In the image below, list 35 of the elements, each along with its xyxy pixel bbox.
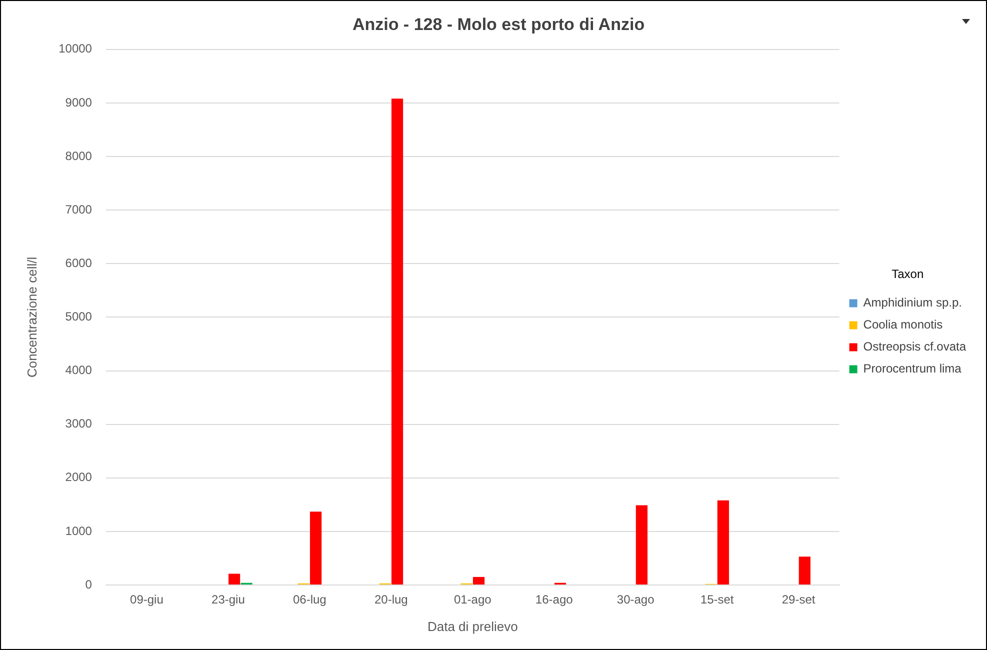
legend-title: Taxon (892, 267, 924, 282)
bar (717, 500, 729, 584)
x-tick-label: 16-ago (535, 592, 574, 607)
legend-label: Prorocentrum lima (863, 362, 962, 376)
bar (391, 98, 404, 584)
x-tick-label: 09-giu (130, 592, 164, 607)
legend-label: Coolia monotis (863, 318, 943, 332)
legend-label: Amphidinium sp.p. (863, 296, 962, 310)
y-axis-title: Concentrazione cell/l (24, 256, 40, 378)
y-tick-label: 8000 (65, 148, 92, 163)
bar (228, 574, 240, 584)
y-tick-label: 4000 (65, 363, 92, 378)
y-tick-label: 2000 (65, 470, 92, 484)
x-axis-title: Data di prelievo (427, 618, 518, 634)
y-tick-label: 0 (85, 577, 92, 592)
bar (798, 556, 810, 584)
y-tick-label: 1000 (65, 524, 92, 538)
x-tick-label: 30-ago (616, 592, 655, 607)
y-tick-label: 6000 (65, 256, 92, 270)
legend-label: Ostreopsis cf.ovata (863, 340, 966, 354)
y-tick-label: 10000 (58, 42, 92, 56)
y-tick-label: 7000 (65, 202, 92, 216)
y-tick-label: 3000 (65, 416, 92, 431)
bar (636, 505, 648, 584)
x-tick-label: 23-giu (212, 592, 245, 607)
y-tick-label: 9000 (65, 95, 92, 110)
bar (310, 512, 322, 584)
x-tick-label: 01-ago (454, 592, 492, 607)
x-tick-label: 06-lug (292, 592, 326, 607)
x-tick-label: 20-lug (374, 592, 408, 607)
chart-title: Anzio - 128 - Molo est porto di Anzio (352, 14, 645, 34)
bar (472, 576, 485, 584)
y-tick-label: 5000 (65, 310, 92, 324)
x-tick-label: 15-set (700, 592, 734, 607)
x-tick-label: 29-set (782, 592, 816, 607)
